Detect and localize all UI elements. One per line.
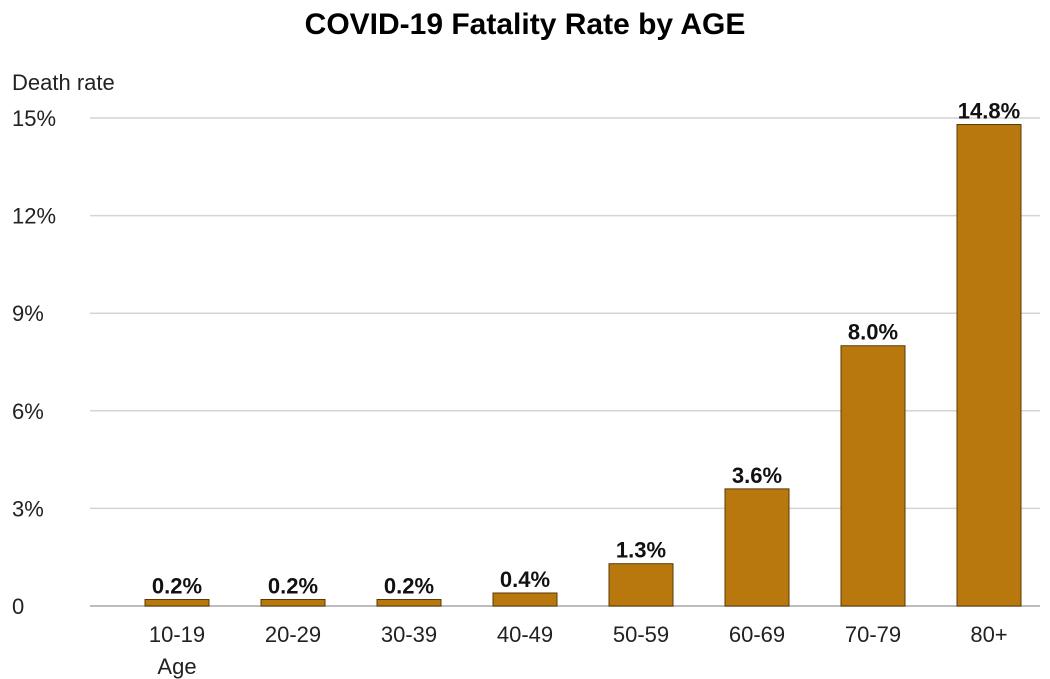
bar bbox=[608, 563, 674, 607]
x-tick-label: 60-69 bbox=[729, 622, 785, 647]
bar bbox=[260, 598, 326, 607]
y-tick-label: 12% bbox=[12, 204, 56, 229]
x-tick-label: 10-19 bbox=[149, 622, 205, 647]
x-tick-label: 20-29 bbox=[265, 622, 321, 647]
bar bbox=[724, 488, 790, 607]
y-tick-label: 15% bbox=[12, 106, 56, 131]
x-tick-label: 70-79 bbox=[845, 622, 901, 647]
data-label: 8.0% bbox=[848, 320, 898, 345]
data-label: 0.2% bbox=[384, 573, 434, 598]
y-tick-label: 9% bbox=[12, 301, 44, 326]
bar bbox=[376, 598, 442, 607]
bar bbox=[956, 124, 1022, 607]
x-tick-label: 30-39 bbox=[381, 622, 437, 647]
data-label: 0.2% bbox=[268, 573, 318, 598]
x-axis-label: Age bbox=[157, 654, 196, 679]
y-tick-label: 3% bbox=[12, 496, 44, 521]
x-tick-label: 50-59 bbox=[613, 622, 669, 647]
bar bbox=[840, 345, 906, 607]
y-axis-label: Death rate bbox=[12, 70, 115, 95]
data-label: 3.6% bbox=[732, 463, 782, 488]
bar bbox=[492, 592, 558, 607]
data-label: 0.4% bbox=[500, 567, 550, 592]
data-label: 0.2% bbox=[152, 573, 202, 598]
y-tick-label: 0 bbox=[12, 594, 24, 619]
x-tick-label: 80+ bbox=[970, 622, 1007, 647]
chart-title: COVID-19 Fatality Rate by AGE bbox=[304, 8, 746, 41]
bar bbox=[144, 598, 210, 607]
x-tick-label: 40-49 bbox=[497, 622, 553, 647]
y-tick-label: 6% bbox=[12, 399, 44, 424]
data-label: 1.3% bbox=[616, 538, 666, 563]
data-label: 14.8% bbox=[958, 99, 1020, 124]
